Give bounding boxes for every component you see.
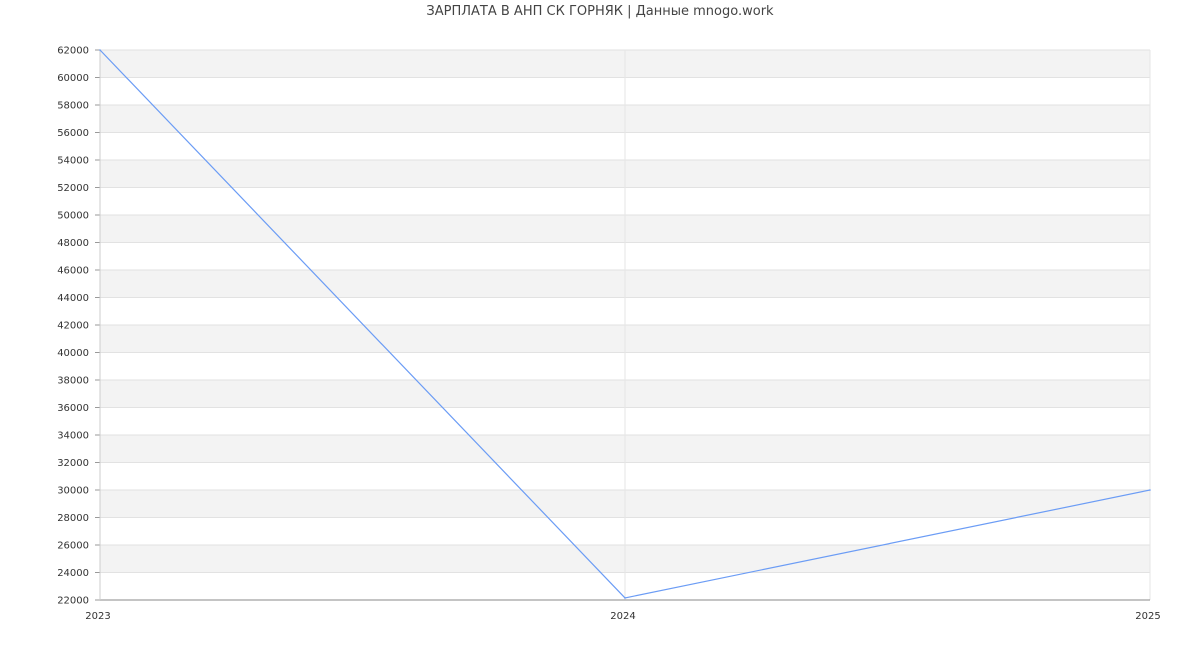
y-tick-label: 58000 — [57, 101, 89, 112]
data-point — [624, 597, 626, 599]
y-tick-label: 28000 — [57, 513, 89, 524]
y-tick-label: 60000 — [57, 73, 89, 84]
y-tick-label: 52000 — [57, 183, 89, 194]
y-tick-label: 44000 — [57, 293, 89, 304]
y-tick-label: 40000 — [57, 348, 89, 359]
y-tick-label: 46000 — [57, 266, 89, 277]
y-tick-label: 48000 — [57, 238, 89, 249]
y-tick-label: 32000 — [57, 458, 89, 469]
x-tick-label: 2024 — [610, 611, 635, 622]
y-tick-label: 38000 — [57, 376, 89, 387]
x-tick-label: 2023 — [85, 611, 110, 622]
y-tick-label: 50000 — [57, 211, 89, 222]
data-point — [1149, 489, 1151, 491]
y-tick-label: 62000 — [57, 46, 89, 57]
y-tick-label: 34000 — [57, 431, 89, 442]
y-tick-label: 22000 — [57, 596, 89, 607]
y-tick-label: 42000 — [57, 321, 89, 332]
data-point — [99, 49, 101, 51]
y-tick-label: 24000 — [57, 568, 89, 579]
y-tick-label: 26000 — [57, 541, 89, 552]
y-tick-label: 54000 — [57, 156, 89, 167]
y-tick-label: 36000 — [57, 403, 89, 414]
chart-title: ЗАРПЛАТА В АНП СК ГОРНЯК | Данные mnogo.… — [426, 4, 774, 19]
x-tick-label: 2025 — [1135, 611, 1160, 622]
y-tick-label: 56000 — [57, 128, 89, 139]
y-tick-label: 30000 — [57, 486, 89, 497]
